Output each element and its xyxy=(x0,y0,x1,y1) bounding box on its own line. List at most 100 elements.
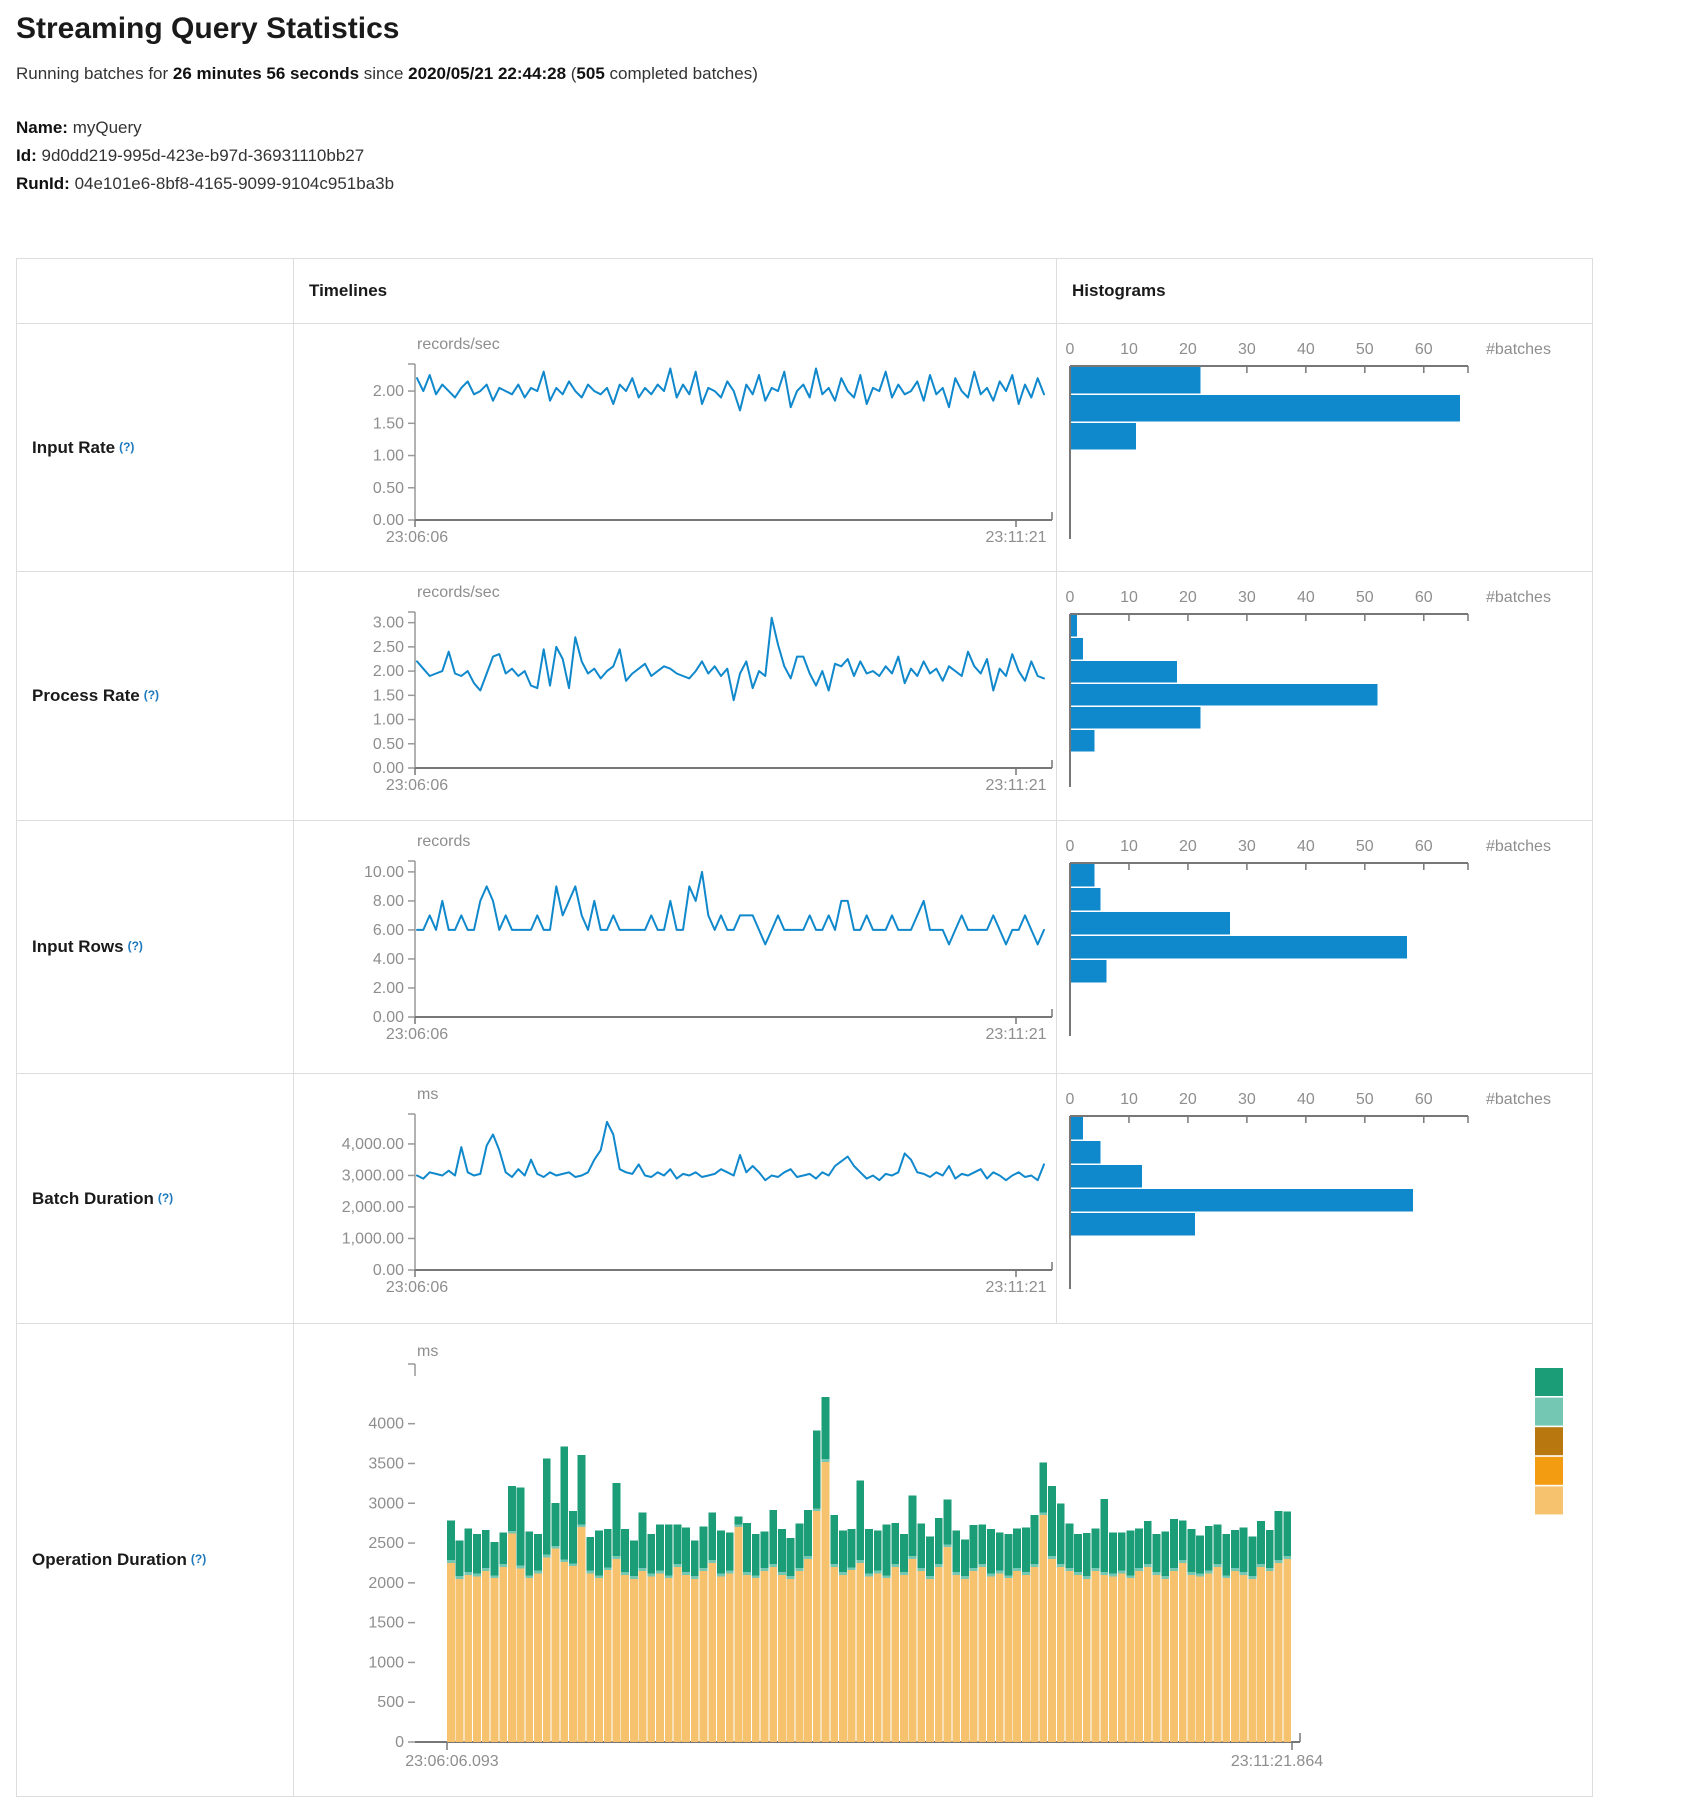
row-label-input-rate: Input Rate (?) xyxy=(17,323,293,571)
svg-text:0.50: 0.50 xyxy=(373,480,404,497)
help-icon[interactable]: (?) xyxy=(127,939,143,953)
row-label-input-rows: Input Rows (?) xyxy=(17,820,293,1073)
svg-text:0.50: 0.50 xyxy=(373,736,404,753)
svg-text:4,000.00: 4,000.00 xyxy=(342,1136,404,1153)
help-icon[interactable]: (?) xyxy=(157,1190,174,1205)
svg-text:40: 40 xyxy=(1297,1091,1315,1108)
svg-text:1500: 1500 xyxy=(368,1615,404,1632)
svg-text:23:11:21: 23:11:21 xyxy=(985,1279,1046,1296)
svg-text:ms: ms xyxy=(417,1086,438,1103)
svg-text:1.50: 1.50 xyxy=(373,687,404,704)
svg-text:6.00: 6.00 xyxy=(373,922,404,939)
row-label-batch-duration: Batch Duration (?) xyxy=(17,1073,293,1323)
histogram-cell-process-rate: 0 10 20 30 40 50 60 #batches xyxy=(1056,571,1592,820)
svg-text:1.00: 1.00 xyxy=(373,448,404,465)
svg-text:60: 60 xyxy=(1415,838,1433,855)
batch-duration-histogram-chart: 0 10 20 30 40 50 60 #batches xyxy=(1066,1091,1551,1289)
svg-text:3000: 3000 xyxy=(368,1495,404,1512)
histogram-cell-batch-duration: 0 10 20 30 40 50 60 #batches xyxy=(1056,1073,1592,1323)
svg-text:60: 60 xyxy=(1415,1091,1433,1108)
input-rows-timeline-chart: records 10.00 8.00 6.00 4.00 2.00 0.0023:06:06… xyxy=(364,833,1053,1043)
svg-text:#batches: #batches xyxy=(1486,1091,1551,1108)
legend-swatch-4 xyxy=(1535,1456,1563,1485)
svg-text:0.00: 0.00 xyxy=(373,1262,404,1279)
query-metadata: Name: myQuery Id: 9d0dd219-995d-423e-b97… xyxy=(16,114,1616,198)
histogram-cell-input-rate: 0 10 20 30 40 50 60 #batches xyxy=(1056,323,1592,571)
svg-text:60: 60 xyxy=(1415,341,1433,358)
process-rate-histogram-chart: 0 10 20 30 40 50 60 #batches xyxy=(1066,589,1551,787)
svg-text:20: 20 xyxy=(1179,1091,1197,1108)
svg-text:10.00: 10.00 xyxy=(364,864,404,881)
page-title: Streaming Query Statistics xyxy=(16,12,400,45)
svg-text:3.00: 3.00 xyxy=(373,615,404,632)
svg-text:2,000.00: 2,000.00 xyxy=(342,1199,404,1216)
column-header-timelines: Timelines xyxy=(293,259,1056,323)
svg-text:23:11:21: 23:11:21 xyxy=(985,529,1046,546)
row-label-process-rate: Process Rate (?) xyxy=(17,571,293,820)
svg-text:20: 20 xyxy=(1179,341,1197,358)
svg-text:8.00: 8.00 xyxy=(373,893,404,910)
svg-text:23:06:06: 23:06:06 xyxy=(386,1279,448,1296)
svg-text:30: 30 xyxy=(1238,341,1256,358)
page-header: Streaming Query Statistics Running batch… xyxy=(16,12,1616,198)
query-name-line: Name: myQuery xyxy=(16,118,142,137)
svg-text:10: 10 xyxy=(1120,589,1138,606)
completed-batches-count: 505 xyxy=(576,64,605,83)
svg-text:2000: 2000 xyxy=(368,1575,404,1592)
svg-text:4000: 4000 xyxy=(368,1416,404,1433)
svg-text:0.00: 0.00 xyxy=(373,1009,404,1026)
svg-text:1,000.00: 1,000.00 xyxy=(342,1230,404,1247)
timeline-cell-process-rate: records/sec 3.00 2.50 2.00 1.50 1.00 0.50 0.00 2… xyxy=(293,571,1056,820)
column-header-histograms: Histograms xyxy=(1056,259,1592,323)
histogram-cell-input-rows: 0 10 20 30 40 50 60 #batches xyxy=(1056,820,1592,1073)
running-duration: 26 minutes 56 seconds xyxy=(172,64,360,83)
query-id-value: 9d0dd219-995d-423e-b97d-36931110bb27 xyxy=(41,146,365,165)
legend-swatch-1 xyxy=(1535,1368,1563,1396)
svg-text:records/sec: records/sec xyxy=(417,336,500,353)
svg-text:30: 30 xyxy=(1238,589,1256,606)
query-name-value: myQuery xyxy=(72,118,142,137)
header-empty-cell xyxy=(17,259,293,323)
query-runid-value: 04e101e6-8bf8-4165-9099-9104c951ba3b xyxy=(74,174,395,193)
start-timestamp: 2020/05/21 22:44:28 xyxy=(408,64,567,83)
svg-text:50: 50 xyxy=(1356,341,1374,358)
svg-text:40: 40 xyxy=(1297,341,1315,358)
svg-text:1.50: 1.50 xyxy=(373,415,404,432)
svg-text:0.00: 0.00 xyxy=(373,760,404,777)
svg-text:500: 500 xyxy=(377,1694,404,1711)
svg-text:0: 0 xyxy=(1066,1091,1075,1108)
svg-text:20: 20 xyxy=(1179,589,1197,606)
svg-text:3500: 3500 xyxy=(368,1455,404,1472)
svg-text:#batches: #batches xyxy=(1486,589,1551,606)
svg-text:23:11:21: 23:11:21 xyxy=(985,1026,1046,1043)
svg-text:23:06:06: 23:06:06 xyxy=(386,529,448,546)
svg-text:0: 0 xyxy=(1066,589,1075,606)
timeline-cell-batch-duration: ms 4,000.00 3,000.00 2,000.00 1,000.00 0.00 23… xyxy=(293,1073,1056,1323)
timeline-cell-input-rate: records/sec 2.00 1.50 1.00 0.50 0.00 23:06:06 2… xyxy=(293,323,1056,571)
svg-text:2.00: 2.00 xyxy=(373,980,404,997)
svg-text:1.00: 1.00 xyxy=(373,712,404,729)
svg-text:50: 50 xyxy=(1356,838,1374,855)
svg-text:20: 20 xyxy=(1179,838,1197,855)
svg-text:ms: ms xyxy=(417,1343,438,1360)
svg-text:#batches: #batches xyxy=(1486,838,1551,855)
svg-text:0: 0 xyxy=(395,1734,404,1751)
svg-text:23:06:06.093: 23:06:06.093 xyxy=(405,1753,499,1770)
svg-text:records: records xyxy=(417,833,470,850)
input-rows-histogram-chart: 0 10 20 30 40 50 60 #batches xyxy=(1066,838,1551,1036)
svg-text:23:11:21: 23:11:21 xyxy=(985,777,1046,794)
svg-text:2.00: 2.00 xyxy=(373,663,404,680)
help-icon[interactable]: (?) xyxy=(119,439,135,454)
operation-duration-stacked-chart: ms 4000 3500 3000 2500 2000 1500 1000 500 023:06:… xyxy=(368,1343,1563,1770)
svg-text:40: 40 xyxy=(1297,589,1315,606)
svg-text:40: 40 xyxy=(1297,838,1315,855)
query-runid-line: RunId: 04e101e6-8bf8-4165-9099-9104c951b… xyxy=(16,174,395,193)
svg-text:4.00: 4.00 xyxy=(373,951,404,968)
legend-swatch-3 xyxy=(1535,1427,1563,1456)
help-icon[interactable]: (?) xyxy=(190,1552,207,1566)
svg-text:23:06:06: 23:06:06 xyxy=(386,777,448,794)
help-icon[interactable]: (?) xyxy=(143,688,160,702)
svg-text:2500: 2500 xyxy=(368,1535,404,1552)
input-rate-histogram-chart: 0 10 20 30 40 50 60 #batches xyxy=(1066,341,1551,539)
